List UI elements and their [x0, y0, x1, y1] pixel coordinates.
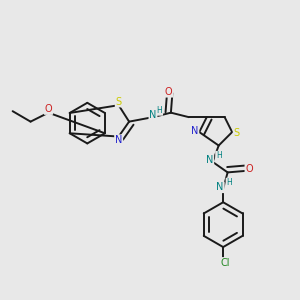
Text: H: H — [216, 152, 222, 160]
Text: O: O — [45, 104, 52, 114]
Text: N: N — [149, 110, 157, 120]
Text: N: N — [206, 155, 213, 166]
Text: S: S — [116, 97, 122, 106]
Text: H: H — [157, 106, 162, 115]
Text: H: H — [226, 178, 232, 187]
Text: O: O — [165, 87, 172, 97]
Text: N: N — [217, 182, 224, 192]
Text: N: N — [115, 135, 122, 145]
Text: N: N — [191, 127, 199, 136]
Text: O: O — [245, 164, 253, 174]
Text: Cl: Cl — [221, 258, 230, 268]
Text: S: S — [233, 128, 240, 138]
